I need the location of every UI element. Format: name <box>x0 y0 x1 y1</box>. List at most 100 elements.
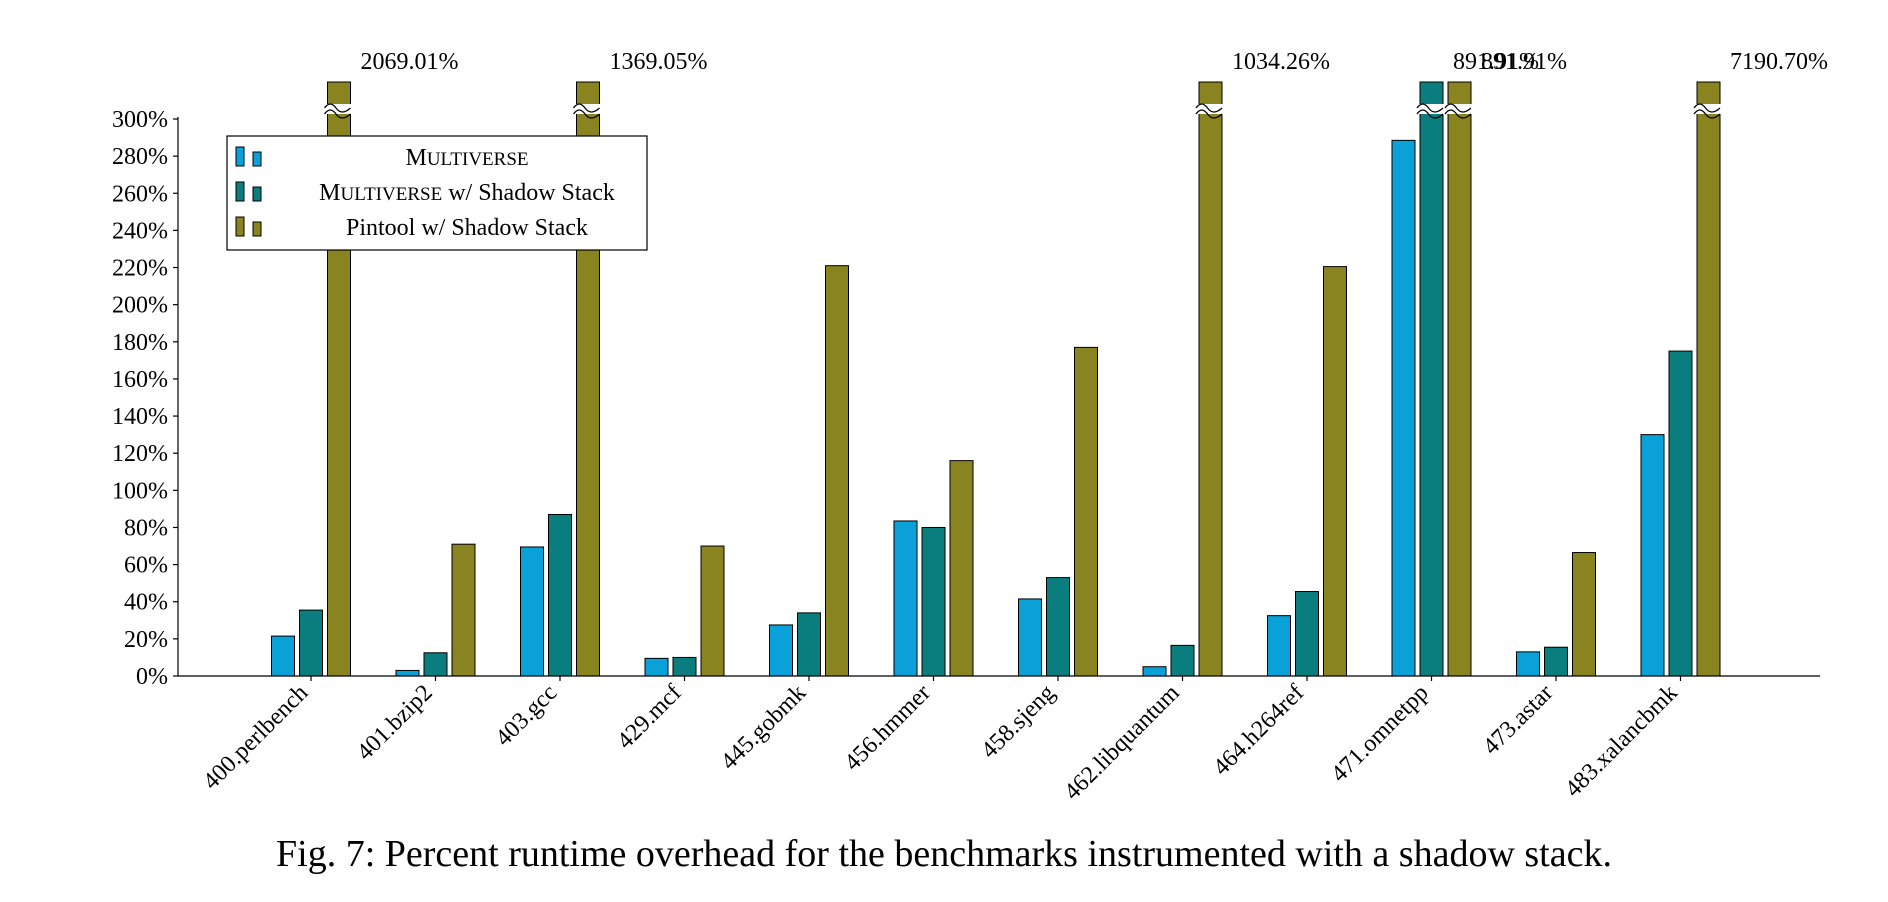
bar-458.sjeng-series-2 <box>1074 346 1098 677</box>
y-tick-label-260: 260% <box>112 181 168 207</box>
legend-label-part: M <box>319 180 340 206</box>
legend-swatch-a-0 <box>235 146 245 167</box>
x-tick-label-471.omnetpp: 471.omnetpp <box>1326 680 1433 787</box>
bar-403.gcc-series-0 <box>520 546 544 677</box>
overflow-label-403.gcc: 1369.05% <box>610 49 708 75</box>
legend-swatch-a-1 <box>235 181 245 202</box>
bar-462.libquantum-series-0 <box>1142 666 1167 677</box>
y-tick-label-120: 120% <box>112 441 168 467</box>
x-tick-label-462.libquantum: 462.libquantum <box>1059 680 1185 806</box>
y-tick-label-200: 200% <box>112 293 168 319</box>
bar-458.sjeng-series-0 <box>1018 598 1042 677</box>
bar-401.bzip2-series-1 <box>423 652 448 677</box>
y-tick-label-100: 100% <box>112 478 168 504</box>
bar-429.mcf-series-0 <box>644 657 669 677</box>
bar-462.libquantum-series-2 <box>1198 81 1223 677</box>
x-tick-label-458.sjeng: 458.sjeng <box>976 680 1060 764</box>
bar-458.sjeng-series-1 <box>1046 577 1070 677</box>
bar-400.perlbench-series-0 <box>271 635 295 677</box>
x-tick-label-429.mcf: 429.mcf <box>612 680 686 754</box>
bar-401.bzip2-series-0 <box>395 669 420 677</box>
legend-label-2: Pintool w/ Shadow Stack <box>346 215 588 241</box>
axis-break-line-bottom-471.omnetpp <box>1444 109 1472 119</box>
bar-464.h264ref-series-2 <box>1323 266 1347 677</box>
y-tick-label-280: 280% <box>112 144 168 170</box>
y-tick-label-180: 180% <box>112 330 168 356</box>
bar-445.gobmk-series-2 <box>825 265 849 677</box>
overflow-label-400.perlbench: 2069.01% <box>361 49 459 75</box>
axis-break-gap-471.omnetpp <box>1418 104 1445 114</box>
axis-break-line-top-483.xalancbmk <box>1693 103 1721 113</box>
bar-462.libquantum-series-1 <box>1170 644 1195 677</box>
axis-break-gap-462.libquantum <box>1197 104 1224 114</box>
y-tick-label-20: 20% <box>124 627 168 653</box>
bar-429.mcf-series-1 <box>672 656 697 677</box>
x-tick-label-473.astar: 473.astar <box>1478 680 1558 760</box>
axis-break-line-bottom-400.perlbench <box>324 109 351 119</box>
legend-label-part: ULTIVERSE <box>427 149 529 170</box>
axis-break-line-top-400.perlbench <box>324 103 351 113</box>
y-tick-label-160: 160% <box>112 367 168 393</box>
bar-464.h264ref-series-0 <box>1267 615 1291 677</box>
axis-break-gap-403.gcc <box>574 104 602 114</box>
x-tick-label-464.h264ref: 464.h264ref <box>1208 680 1309 781</box>
x-tick-label-400.perlbench: 400.perlbench <box>198 680 313 795</box>
figure-caption: Fig. 7: Percent runtime overhead for the… <box>276 833 1612 875</box>
axis-break-line-bottom-403.gcc <box>573 109 600 119</box>
y-tick-label-300: 300% <box>112 107 168 133</box>
x-axis: 400.perlbench 401.bzip2 403.gcc 429.mcf 445.… <box>178 675 1820 806</box>
bar-401.bzip2-series-2 <box>451 543 476 677</box>
bar-403.gcc-series-1 <box>548 513 572 677</box>
bar-471.omnetpp-series-0 <box>1391 139 1416 677</box>
axis-break-line-top-462.libquantum <box>1195 103 1223 113</box>
y-tick-label-220: 220% <box>112 256 168 282</box>
y-tick-label-80: 80% <box>124 515 168 541</box>
axis-break-gap-400.perlbench <box>325 104 353 114</box>
legend-box <box>226 135 648 251</box>
x-tick-label-456.hmmer: 456.hmmer <box>840 680 936 776</box>
bar-445.gobmk-series-1 <box>797 612 821 677</box>
axis-break-line-bottom-471.omnetpp <box>1416 109 1444 119</box>
legend-swatch-b-1 <box>252 186 262 202</box>
bar-471.omnetpp-series-2 <box>1447 81 1472 677</box>
bar-471.omnetpp-series-1 <box>1419 81 1444 677</box>
overflow-label-462.libquantum: 1034.26% <box>1232 49 1330 75</box>
axis-break-line-bottom-483.xalancbmk <box>1693 109 1721 119</box>
bar-464.h264ref-series-1 <box>1295 591 1319 677</box>
y-tick-label-0: 0% <box>136 664 168 690</box>
bar-400.perlbench-series-1 <box>299 609 323 677</box>
legend-label-0: MULTIVERSE <box>405 145 528 171</box>
bar-456.hmmer-series-0 <box>893 520 918 677</box>
bar-473.astar-series-0 <box>1516 651 1540 677</box>
x-tick-label-483.xalancbmk: 483.xalancbmk <box>1560 680 1683 803</box>
legend-label-part: ULTIVERSE <box>340 184 442 205</box>
x-tick-label-403.gcc: 403.gcc <box>491 680 563 752</box>
bar-445.gobmk-series-0 <box>769 624 793 677</box>
y-tick-label-60: 60% <box>124 553 168 579</box>
y-tick-label-240: 240% <box>112 218 168 244</box>
x-tick-label-401.bzip2: 401.bzip2 <box>352 680 438 766</box>
axis-break-gap-471.omnetpp <box>1446 104 1473 114</box>
y-axis: 0% 20% 40% 60% 80% 100% 120% 140% 160% 180% 200% 22… <box>112 107 179 690</box>
bar-483.xalancbmk-series-0 <box>1640 434 1665 677</box>
bar-483.xalancbmk-series-2 <box>1696 81 1721 677</box>
legend-swatch-b-2 <box>252 221 262 237</box>
bar-429.mcf-series-2 <box>700 545 725 677</box>
bar-483.xalancbmk-series-1 <box>1668 350 1693 677</box>
bar-456.hmmer-series-2 <box>949 460 974 677</box>
overflow-label-471.omnetpp: 891.91% <box>1453 49 1539 75</box>
legend-label-part: w/ Shadow Stack <box>442 180 615 206</box>
y-tick-label-40: 40% <box>124 590 168 616</box>
bars: 2069.01% 1369.05% 1034.26% 891.91%891.91% 71… <box>271 49 1828 677</box>
y-tick-label-140: 140% <box>112 404 168 430</box>
overflow-label-483.xalancbmk: 7190.70% <box>1730 49 1828 75</box>
axis-break-line-bottom-462.libquantum <box>1195 109 1223 119</box>
axis-break-line-top-403.gcc <box>573 103 600 113</box>
legend-swatch-a-2 <box>235 216 245 237</box>
axis-break-gap-483.xalancbmk <box>1695 104 1722 114</box>
bar-473.astar-series-2 <box>1572 552 1596 677</box>
x-tick-label-445.gobmk: 445.gobmk <box>716 680 811 775</box>
axis-break-line-top-471.omnetpp <box>1416 103 1444 113</box>
bar-456.hmmer-series-1 <box>921 526 946 677</box>
